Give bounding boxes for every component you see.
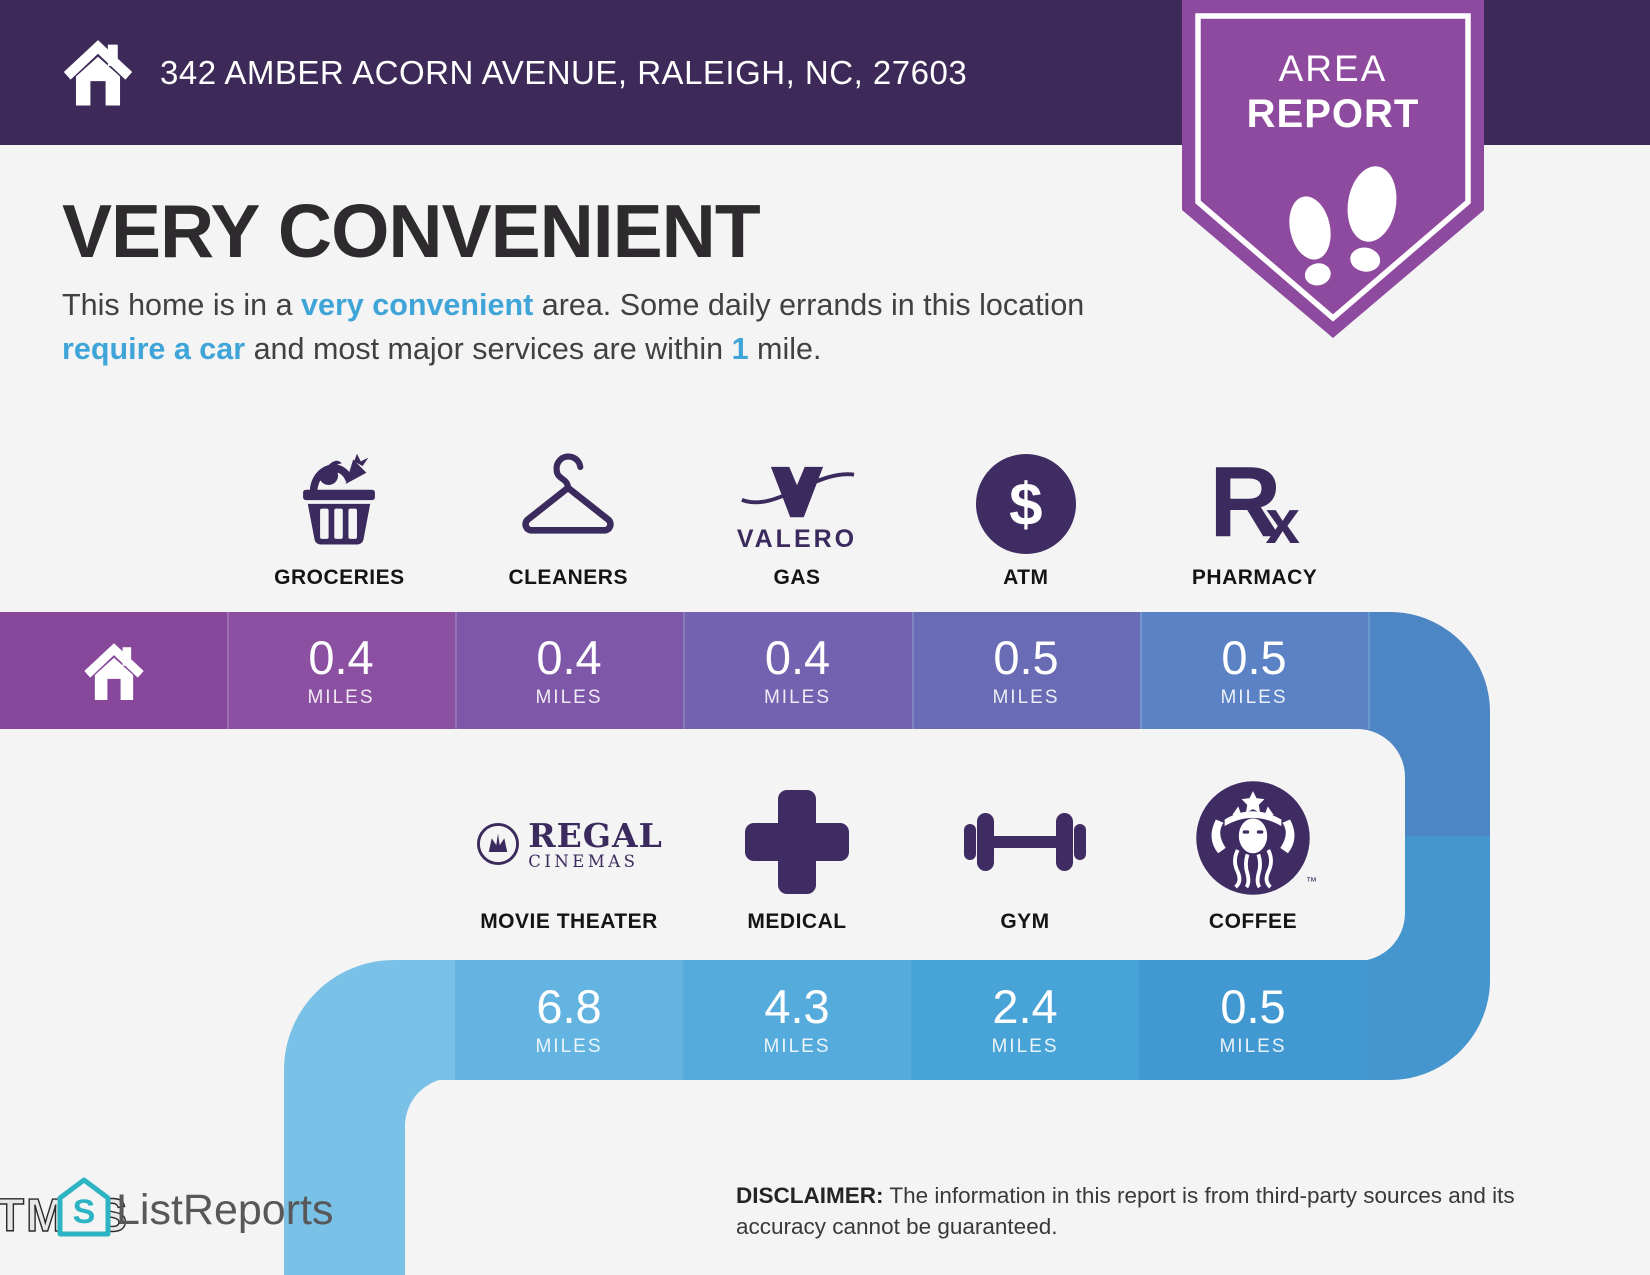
distance-value: 0.5 [1220,979,1286,1033]
amenity-row-2: REGAL CINEMAS MOVIE THEATER MEDICAL [455,738,1367,934]
intro-highlight-convenient: very convenient [301,288,534,322]
regal-wordmark: REGAL [528,815,663,855]
valero-logo: VALERO [734,465,860,554]
home-icon [63,40,133,106]
distance-unit: MILES [307,686,375,708]
amenity-label: PHARMACY [1191,566,1318,589]
distance-movie-theater: 6.8 MILES [455,960,683,1080]
distance-value: 4.3 [764,979,830,1033]
distance-bar-top: 0.4 MILES 0.4 MILES 0.4 MILES 0.5 MILES … [0,612,1490,730]
amenity-label: COFFEE [1208,910,1298,933]
amenity-gym: GYM [911,738,1139,934]
amenity-label: GROCERIES [274,566,405,589]
amenity-label: MEDICAL [747,910,847,933]
page-title: VERY CONVENIENT [62,189,761,273]
distance-atm: 0.5 MILES [912,612,1140,730]
intro-paragraph: This home is in a very convenient area. … [62,283,1142,371]
amenity-label: ATM [1003,566,1049,589]
clothes-hanger-icon [512,450,624,554]
bar-left-descender [284,1078,405,1275]
disclaimer-text: The information in this report is from t… [736,1183,1515,1240]
distance-unit: MILES [992,686,1060,708]
distance-gym: 2.4 MILES [911,960,1139,1080]
amenity-label: CLEANERS [508,566,628,589]
disclaimer: DISCLAIMER: The information in this repo… [736,1180,1596,1242]
distance-value: 0.4 [536,630,602,684]
trademark-symbol: ™ [1306,876,1317,888]
cinemas-wordmark: CINEMAS [528,851,639,871]
home-icon [83,643,144,701]
rx-icon: R x [1209,446,1300,558]
intro-text: and most major services are within [245,332,732,367]
property-address: 342 AMBER ACORN AVENUE, RALEIGH, NC, 276… [160,54,968,91]
distance-coffee: 0.5 MILES [1139,960,1367,1080]
distance-cleaners: 0.4 MILES [455,612,683,730]
distance-medical: 4.3 MILES [683,960,911,1080]
badge-title-line1: AREA [1278,48,1388,89]
distance-unit: MILES [991,1035,1059,1057]
intro-highlight-car: require a car [62,332,246,367]
distance-unit: MILES [535,686,603,708]
amenity-coffee: ™ COFFEE [1139,738,1367,934]
distance-unit: MILES [1220,686,1288,708]
amenity-atm: $ ATM [911,415,1140,590]
distance-unit: MILES [535,1035,603,1057]
brand-initial: S [73,1193,96,1231]
distance-bar-bottom: 6.8 MILES 4.3 MILES 2.4 MILES 0.5 MILES [284,960,1490,1080]
amenity-medical: MEDICAL [683,738,911,934]
home-marker [0,612,227,730]
middle-panel [0,729,1405,961]
dumbbell-icon [963,786,1087,898]
amenity-row-1: GROCERIES CLEANERS VALERO GAS [225,415,1369,590]
disclaimer-label: DISCLAIMER: [736,1183,884,1208]
bar-left-cap [284,960,455,1080]
amenity-label: MOVIE THEATER [480,910,658,933]
amenity-groceries: GROCERIES [225,415,454,590]
amenity-gas: VALERO GAS [683,415,912,590]
distance-value: 0.5 [1221,630,1287,684]
dollar-circle-icon: $ [975,454,1076,554]
distance-unit: MILES [1219,1035,1287,1057]
intro-text: area. Some daily errands in this locatio… [533,288,1085,322]
rx-letter-x: x [1265,488,1300,557]
distance-unit: MILES [763,686,832,708]
amenity-label: GYM [1000,910,1050,933]
amenity-pharmacy: R x PHARMACY [1140,415,1369,590]
starbucks-siren-logo: ™ [1193,778,1317,898]
intro-text: This home is in a [62,288,302,322]
intro-text: mile. [748,332,822,367]
badge-title-line2: REPORT [1246,92,1420,136]
amenity-label: GAS [773,566,821,589]
distance-groceries: 0.4 MILES [227,612,455,730]
listreports-wordmark: ListReports [116,1186,334,1234]
distance-gas: 0.4 MILES [683,612,912,730]
distance-value: 0.5 [993,630,1059,684]
listreports-house-logo: S [57,1177,111,1237]
footprints-icon [1289,166,1397,286]
intro-highlight-mile: 1 [731,332,749,367]
distance-value: 0.4 [308,630,374,684]
amenity-cleaners: CLEANERS [454,415,683,590]
distance-value: 2.4 [992,979,1058,1033]
rx-letter-r: R [1209,446,1282,558]
dollar-sign: $ [1009,470,1043,538]
area-report-badge: AREA REPORT [1182,0,1484,338]
amenity-movie-theater: REGAL CINEMAS MOVIE THEATER [455,738,683,934]
bar-corner-segment [1367,960,1490,1080]
distance-value: 0.4 [764,630,831,684]
medical-cross-icon [741,786,853,898]
distance-pharmacy: 0.5 MILES [1140,612,1368,730]
bar-corner-segment [1368,612,1490,730]
regal-cinemas-logo: REGAL CINEMAS [475,819,663,871]
distance-value: 6.8 [536,979,602,1033]
distance-unit: MILES [763,1035,831,1057]
grocery-basket-icon [287,450,391,554]
valero-wordmark: VALERO [736,525,858,553]
badge-shape [1182,0,1484,338]
